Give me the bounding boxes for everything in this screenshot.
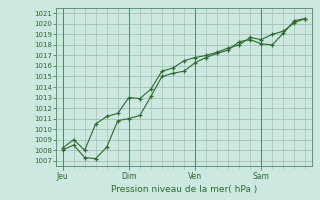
X-axis label: Pression niveau de la mer( hPa ): Pression niveau de la mer( hPa ) (111, 185, 257, 194)
